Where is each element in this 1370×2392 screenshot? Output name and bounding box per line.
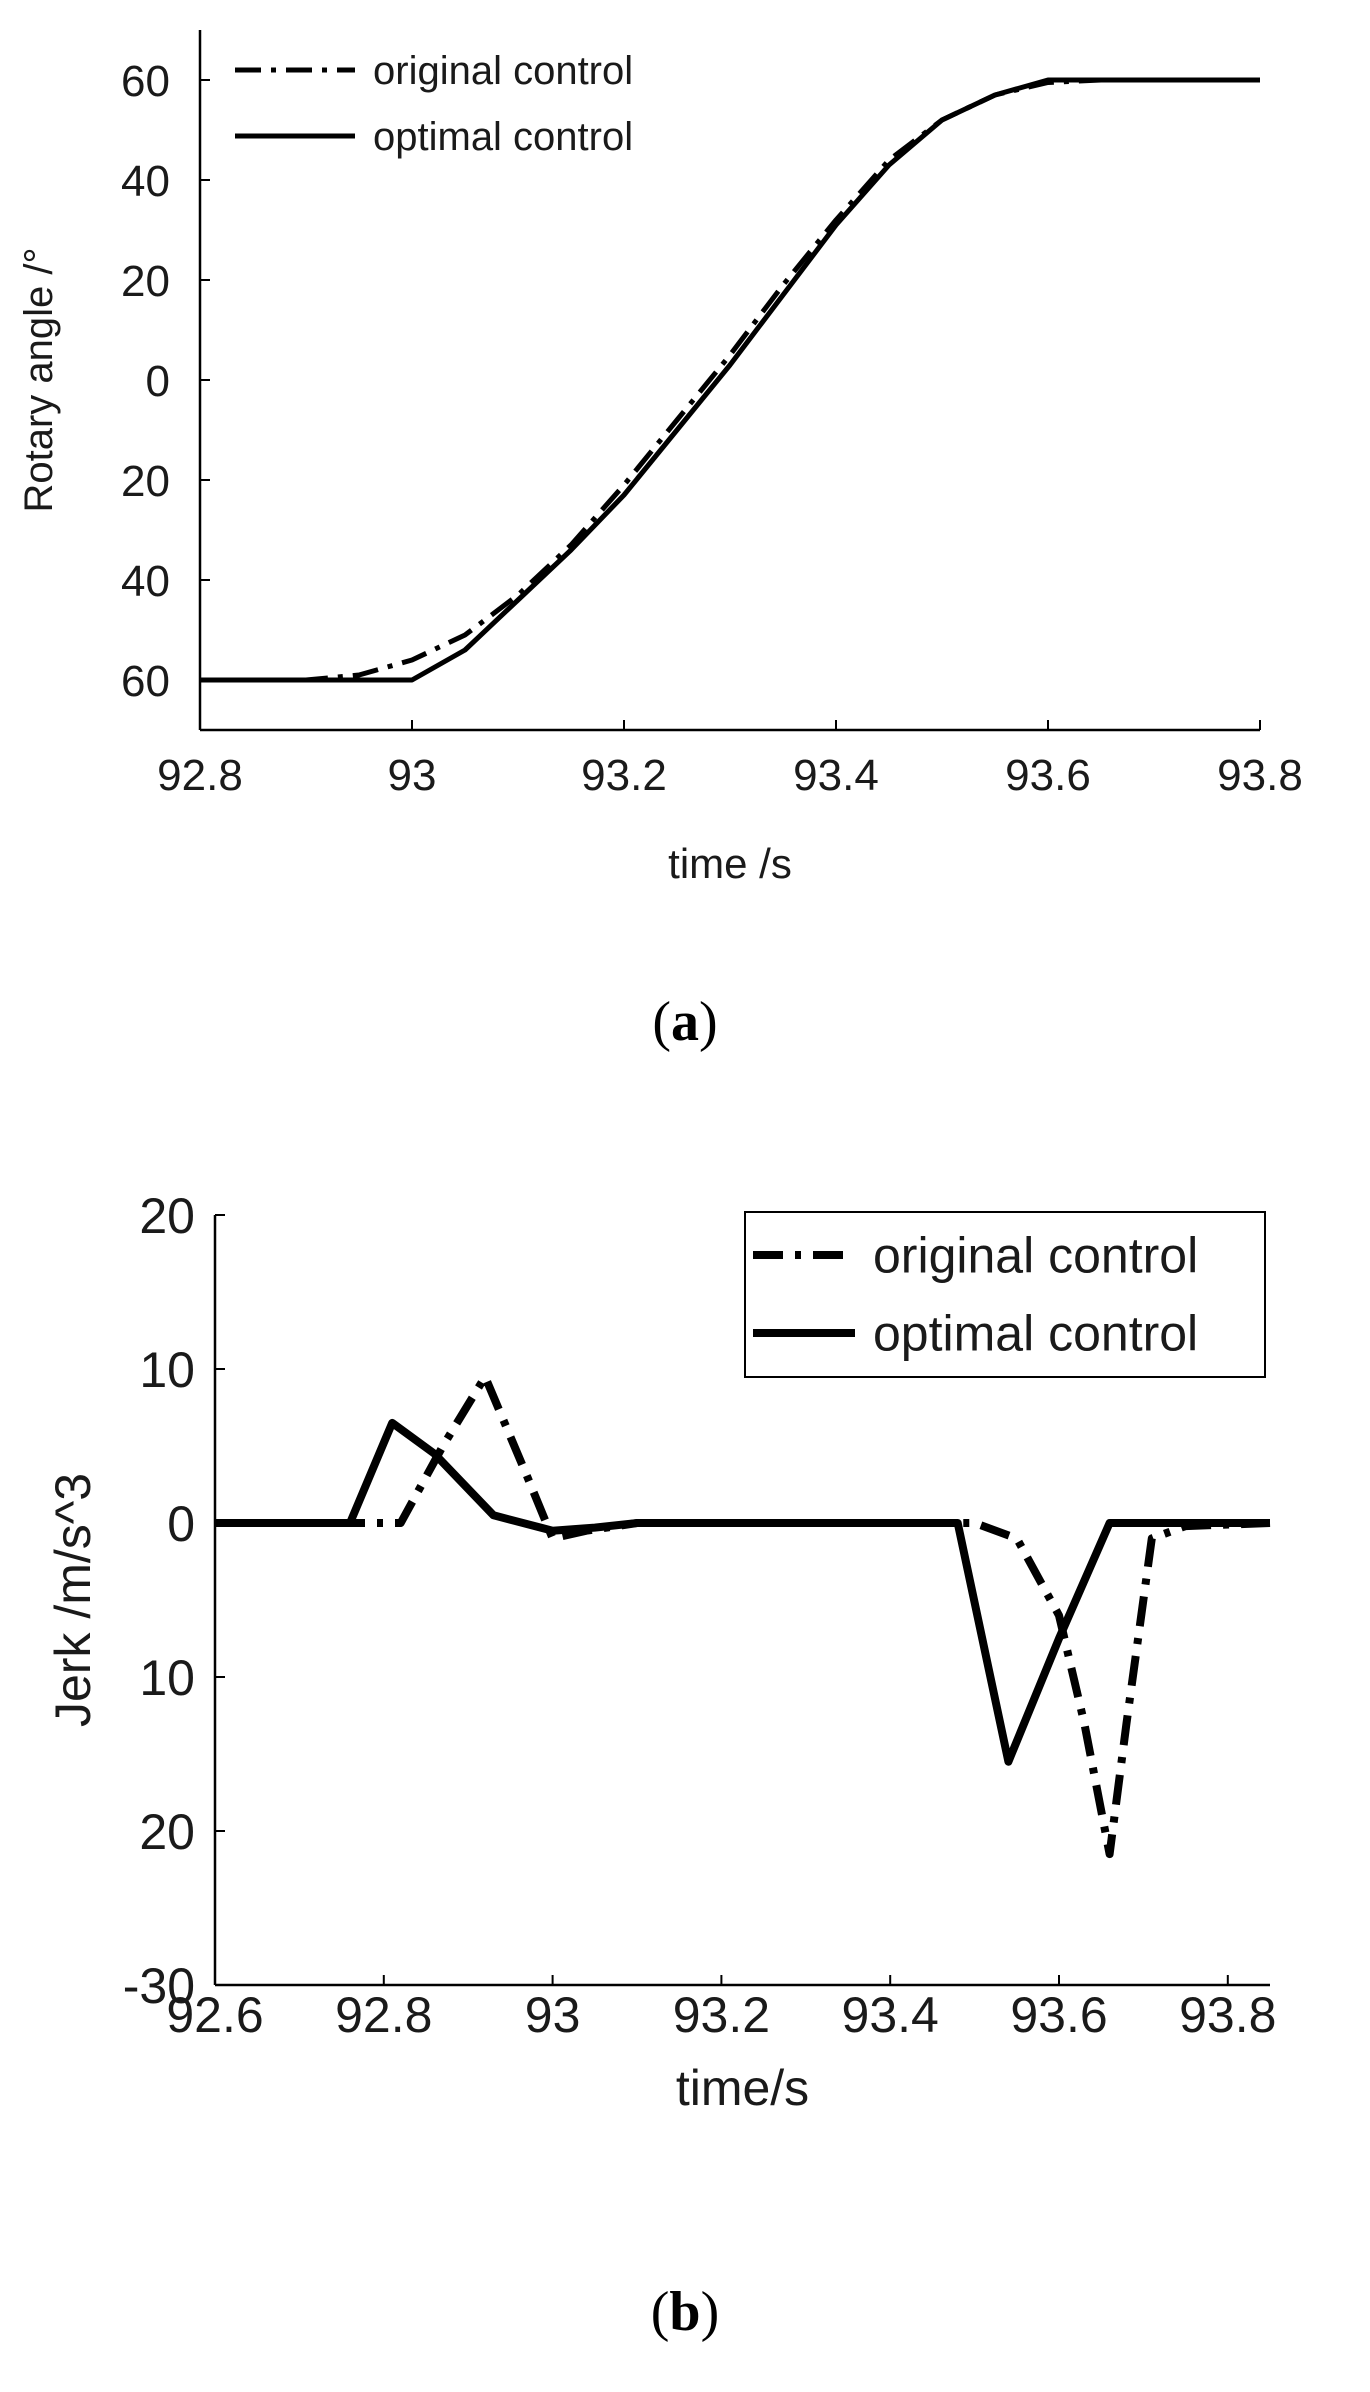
y-tick-label: -30	[123, 1958, 195, 2014]
x-tick-label: 92.8	[335, 1987, 432, 2043]
x-tick-label: 93.8	[1217, 751, 1303, 800]
y-tick-label: 60	[121, 657, 170, 706]
x-tick-label: 92.6	[166, 1987, 263, 2043]
y-tick-label: 40	[121, 557, 170, 606]
chart-panel-a: 92.8 93 93.2 93.4 93.6 93.8 60 40 20 0 20 40 60 time …	[17, 30, 1303, 1053]
x-axis-label: time /s	[668, 840, 792, 887]
legend-label: optimal control	[873, 1306, 1198, 1362]
legend: original control optimal control	[235, 49, 633, 159]
x-tick-label: 93.6	[1010, 1987, 1107, 2043]
x-tick-label: 92.8	[157, 751, 243, 800]
x-tick-label: 93.8	[1179, 1987, 1276, 2043]
y-tick-label: 20	[139, 1188, 195, 1244]
x-tick-label: 93	[525, 1987, 581, 2043]
x-tick-label: 93.2	[581, 751, 667, 800]
legend-label: original control	[373, 49, 633, 93]
y-axis-label: Rotary angle /°	[17, 247, 61, 512]
x-tick-label: 93.4	[842, 1987, 939, 2043]
series-line-optimal	[200, 77, 1260, 683]
panel-caption-b: (b)	[651, 2281, 719, 2343]
legend-box	[744, 1211, 1266, 1378]
series-line-original	[200, 77, 1260, 683]
series-line-optimal	[215, 1418, 1270, 1766]
x-tick-label: 93	[388, 751, 437, 800]
chart-panel-b: 92.6 92.8 93 93.2 93.4 93.6 93.8 -30 20 10 0 10 20 ti…	[45, 1188, 1276, 2343]
x-tick-label: 93.6	[1005, 751, 1091, 800]
legend-label: original control	[873, 1228, 1198, 1284]
y-tick-label: 40	[121, 157, 170, 206]
series-line-original	[215, 1372, 1271, 1859]
y-tick-label: 20	[139, 1804, 195, 1860]
y-tick-label: 10	[139, 1650, 195, 1706]
x-tick-label: 93.2	[673, 1987, 770, 2043]
y-tick-label: 60	[121, 57, 170, 106]
y-tick-label: 20	[121, 257, 170, 306]
y-tick-label: 0	[167, 1496, 195, 1552]
x-tick-label: 93.4	[793, 751, 879, 800]
y-axis-label: Jerk /m/s^3	[45, 1473, 101, 1727]
x-axis-label: time/s	[676, 2060, 809, 2116]
legend-label: optimal control	[373, 115, 633, 159]
panel-caption-a: (a)	[652, 991, 717, 1053]
y-tick-label: 0	[146, 357, 170, 406]
y-tick-label: 20	[121, 457, 170, 506]
legend: original control optimal control	[744, 1211, 1266, 1378]
y-tick-label: 10	[139, 1342, 195, 1398]
